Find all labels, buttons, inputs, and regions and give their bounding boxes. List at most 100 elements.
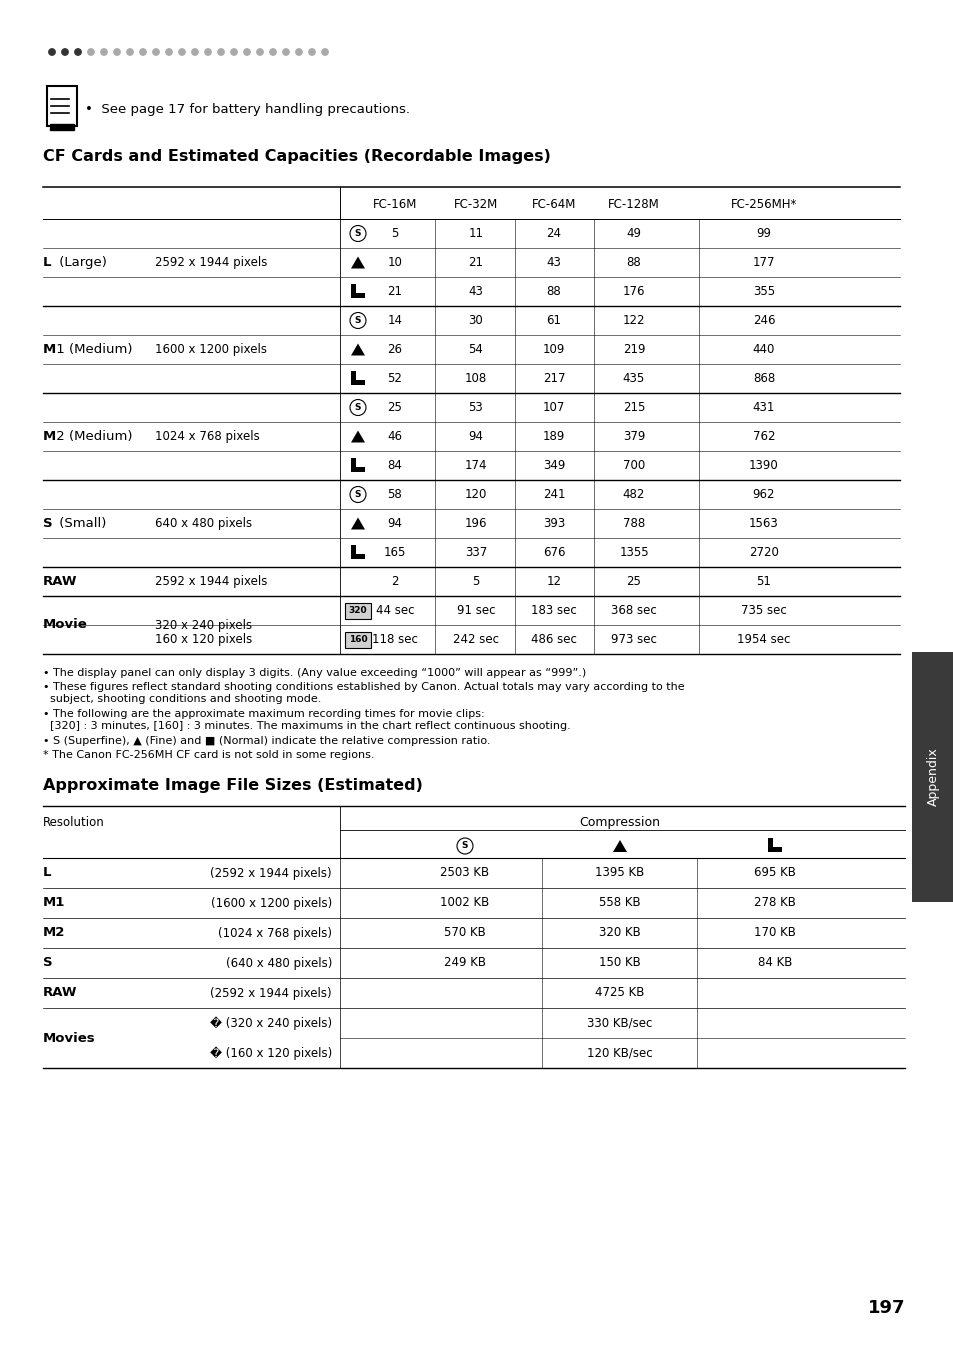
Circle shape (350, 226, 366, 242)
Text: 368 sec: 368 sec (611, 604, 657, 617)
Text: Movie: Movie (43, 618, 88, 631)
Text: 349: 349 (542, 458, 564, 472)
Text: 1355: 1355 (618, 546, 648, 558)
Bar (345, 631, 371, 648)
Polygon shape (351, 518, 365, 530)
Text: • These figures reflect standard shooting conditions established by Canon. Actua: • These figures reflect standard shootin… (43, 681, 684, 703)
Text: 486 sec: 486 sec (531, 633, 577, 646)
Text: 2720: 2720 (748, 546, 778, 558)
Text: 24: 24 (546, 227, 561, 241)
Text: 25: 25 (626, 575, 640, 588)
Text: (1024 x 768 pixels): (1024 x 768 pixels) (218, 926, 332, 940)
Text: RAW: RAW (43, 987, 77, 999)
Circle shape (127, 49, 133, 55)
Text: 1390: 1390 (748, 458, 778, 472)
Text: 21: 21 (387, 285, 402, 297)
Text: 11: 11 (468, 227, 483, 241)
Text: 196: 196 (464, 516, 487, 530)
Text: 58: 58 (387, 488, 402, 502)
Text: 320 x 240 pixels: 320 x 240 pixels (154, 618, 252, 631)
Text: 1395 KB: 1395 KB (595, 867, 644, 880)
Text: 215: 215 (622, 402, 644, 414)
Polygon shape (613, 840, 626, 852)
Text: 94: 94 (387, 516, 402, 530)
Polygon shape (351, 343, 365, 356)
Text: 46: 46 (387, 430, 402, 443)
Text: •  See page 17 for battery handling precautions.: • See page 17 for battery handling preca… (85, 103, 410, 115)
Text: 118 sec: 118 sec (372, 633, 417, 646)
Text: 107: 107 (542, 402, 564, 414)
Bar (351, 545, 365, 558)
Text: 14: 14 (387, 314, 402, 327)
Text: 2: 2 (391, 575, 398, 588)
Text: (2592 x 1944 pixels): (2592 x 1944 pixels) (211, 987, 332, 999)
Circle shape (256, 49, 263, 55)
Text: � (320 x 240 pixels): � (320 x 240 pixels) (210, 1017, 332, 1030)
Text: 355: 355 (752, 285, 774, 297)
Text: 25: 25 (387, 402, 402, 414)
Text: 320: 320 (349, 606, 367, 615)
Text: S: S (461, 841, 468, 850)
Text: • The display panel can only display 3 digits. (Any value exceeding “1000” will : • The display panel can only display 3 d… (43, 668, 586, 677)
Bar (355, 284, 365, 292)
Text: 177: 177 (752, 256, 775, 269)
Text: 54: 54 (468, 343, 483, 356)
Text: 108: 108 (464, 372, 487, 385)
Circle shape (295, 49, 302, 55)
Text: Movies: Movies (43, 1032, 95, 1045)
Text: S: S (355, 403, 361, 412)
Text: 44 sec: 44 sec (375, 604, 414, 617)
Text: 5: 5 (391, 227, 398, 241)
Text: 120 KB/sec: 120 KB/sec (587, 1046, 652, 1060)
Circle shape (456, 838, 473, 854)
Bar (355, 545, 365, 553)
Text: 109: 109 (542, 343, 564, 356)
Text: 337: 337 (464, 546, 487, 558)
Text: 2592 x 1944 pixels: 2592 x 1944 pixels (154, 575, 267, 588)
Polygon shape (351, 430, 365, 442)
Text: 973 sec: 973 sec (611, 633, 657, 646)
Circle shape (350, 399, 366, 415)
Text: Compression: Compression (578, 817, 659, 829)
Text: 122: 122 (622, 314, 644, 327)
Text: FC-256MH*: FC-256MH* (730, 199, 797, 211)
Text: 120: 120 (464, 488, 487, 502)
Circle shape (244, 49, 250, 55)
Text: 99: 99 (756, 227, 771, 241)
Circle shape (49, 49, 55, 55)
Circle shape (231, 49, 237, 55)
Text: 53: 53 (468, 402, 483, 414)
Text: 91 sec: 91 sec (456, 604, 495, 617)
Text: 170 KB: 170 KB (753, 926, 795, 940)
Circle shape (113, 49, 120, 55)
Text: 435: 435 (622, 372, 644, 385)
Circle shape (101, 49, 107, 55)
Text: L: L (43, 867, 51, 880)
Text: Approximate Image File Sizes (Estimated): Approximate Image File Sizes (Estimated) (43, 777, 422, 794)
Text: 21: 21 (468, 256, 483, 269)
Text: 88: 88 (546, 285, 560, 297)
Text: 12: 12 (546, 575, 561, 588)
Circle shape (309, 49, 314, 55)
Text: 2 (Medium): 2 (Medium) (52, 430, 132, 443)
Circle shape (62, 49, 68, 55)
Text: 695 KB: 695 KB (753, 867, 795, 880)
Text: 176: 176 (622, 285, 644, 297)
Bar (351, 370, 365, 384)
Text: 558 KB: 558 KB (598, 896, 640, 910)
Circle shape (192, 49, 198, 55)
Text: M: M (43, 430, 56, 443)
Text: 5: 5 (472, 575, 479, 588)
Text: Resolution: Resolution (43, 817, 105, 829)
Circle shape (166, 49, 172, 55)
Text: 150 KB: 150 KB (598, 956, 640, 969)
Bar (911, 652, 953, 902)
Text: 52: 52 (387, 372, 402, 385)
Text: 1024 x 768 pixels: 1024 x 768 pixels (154, 430, 259, 443)
Circle shape (350, 312, 366, 329)
Text: (2592 x 1944 pixels): (2592 x 1944 pixels) (211, 867, 332, 880)
Text: FC-64M: FC-64M (531, 199, 576, 211)
Text: 88: 88 (626, 256, 640, 269)
Text: 320 KB: 320 KB (598, 926, 640, 940)
Text: 183 sec: 183 sec (531, 604, 577, 617)
